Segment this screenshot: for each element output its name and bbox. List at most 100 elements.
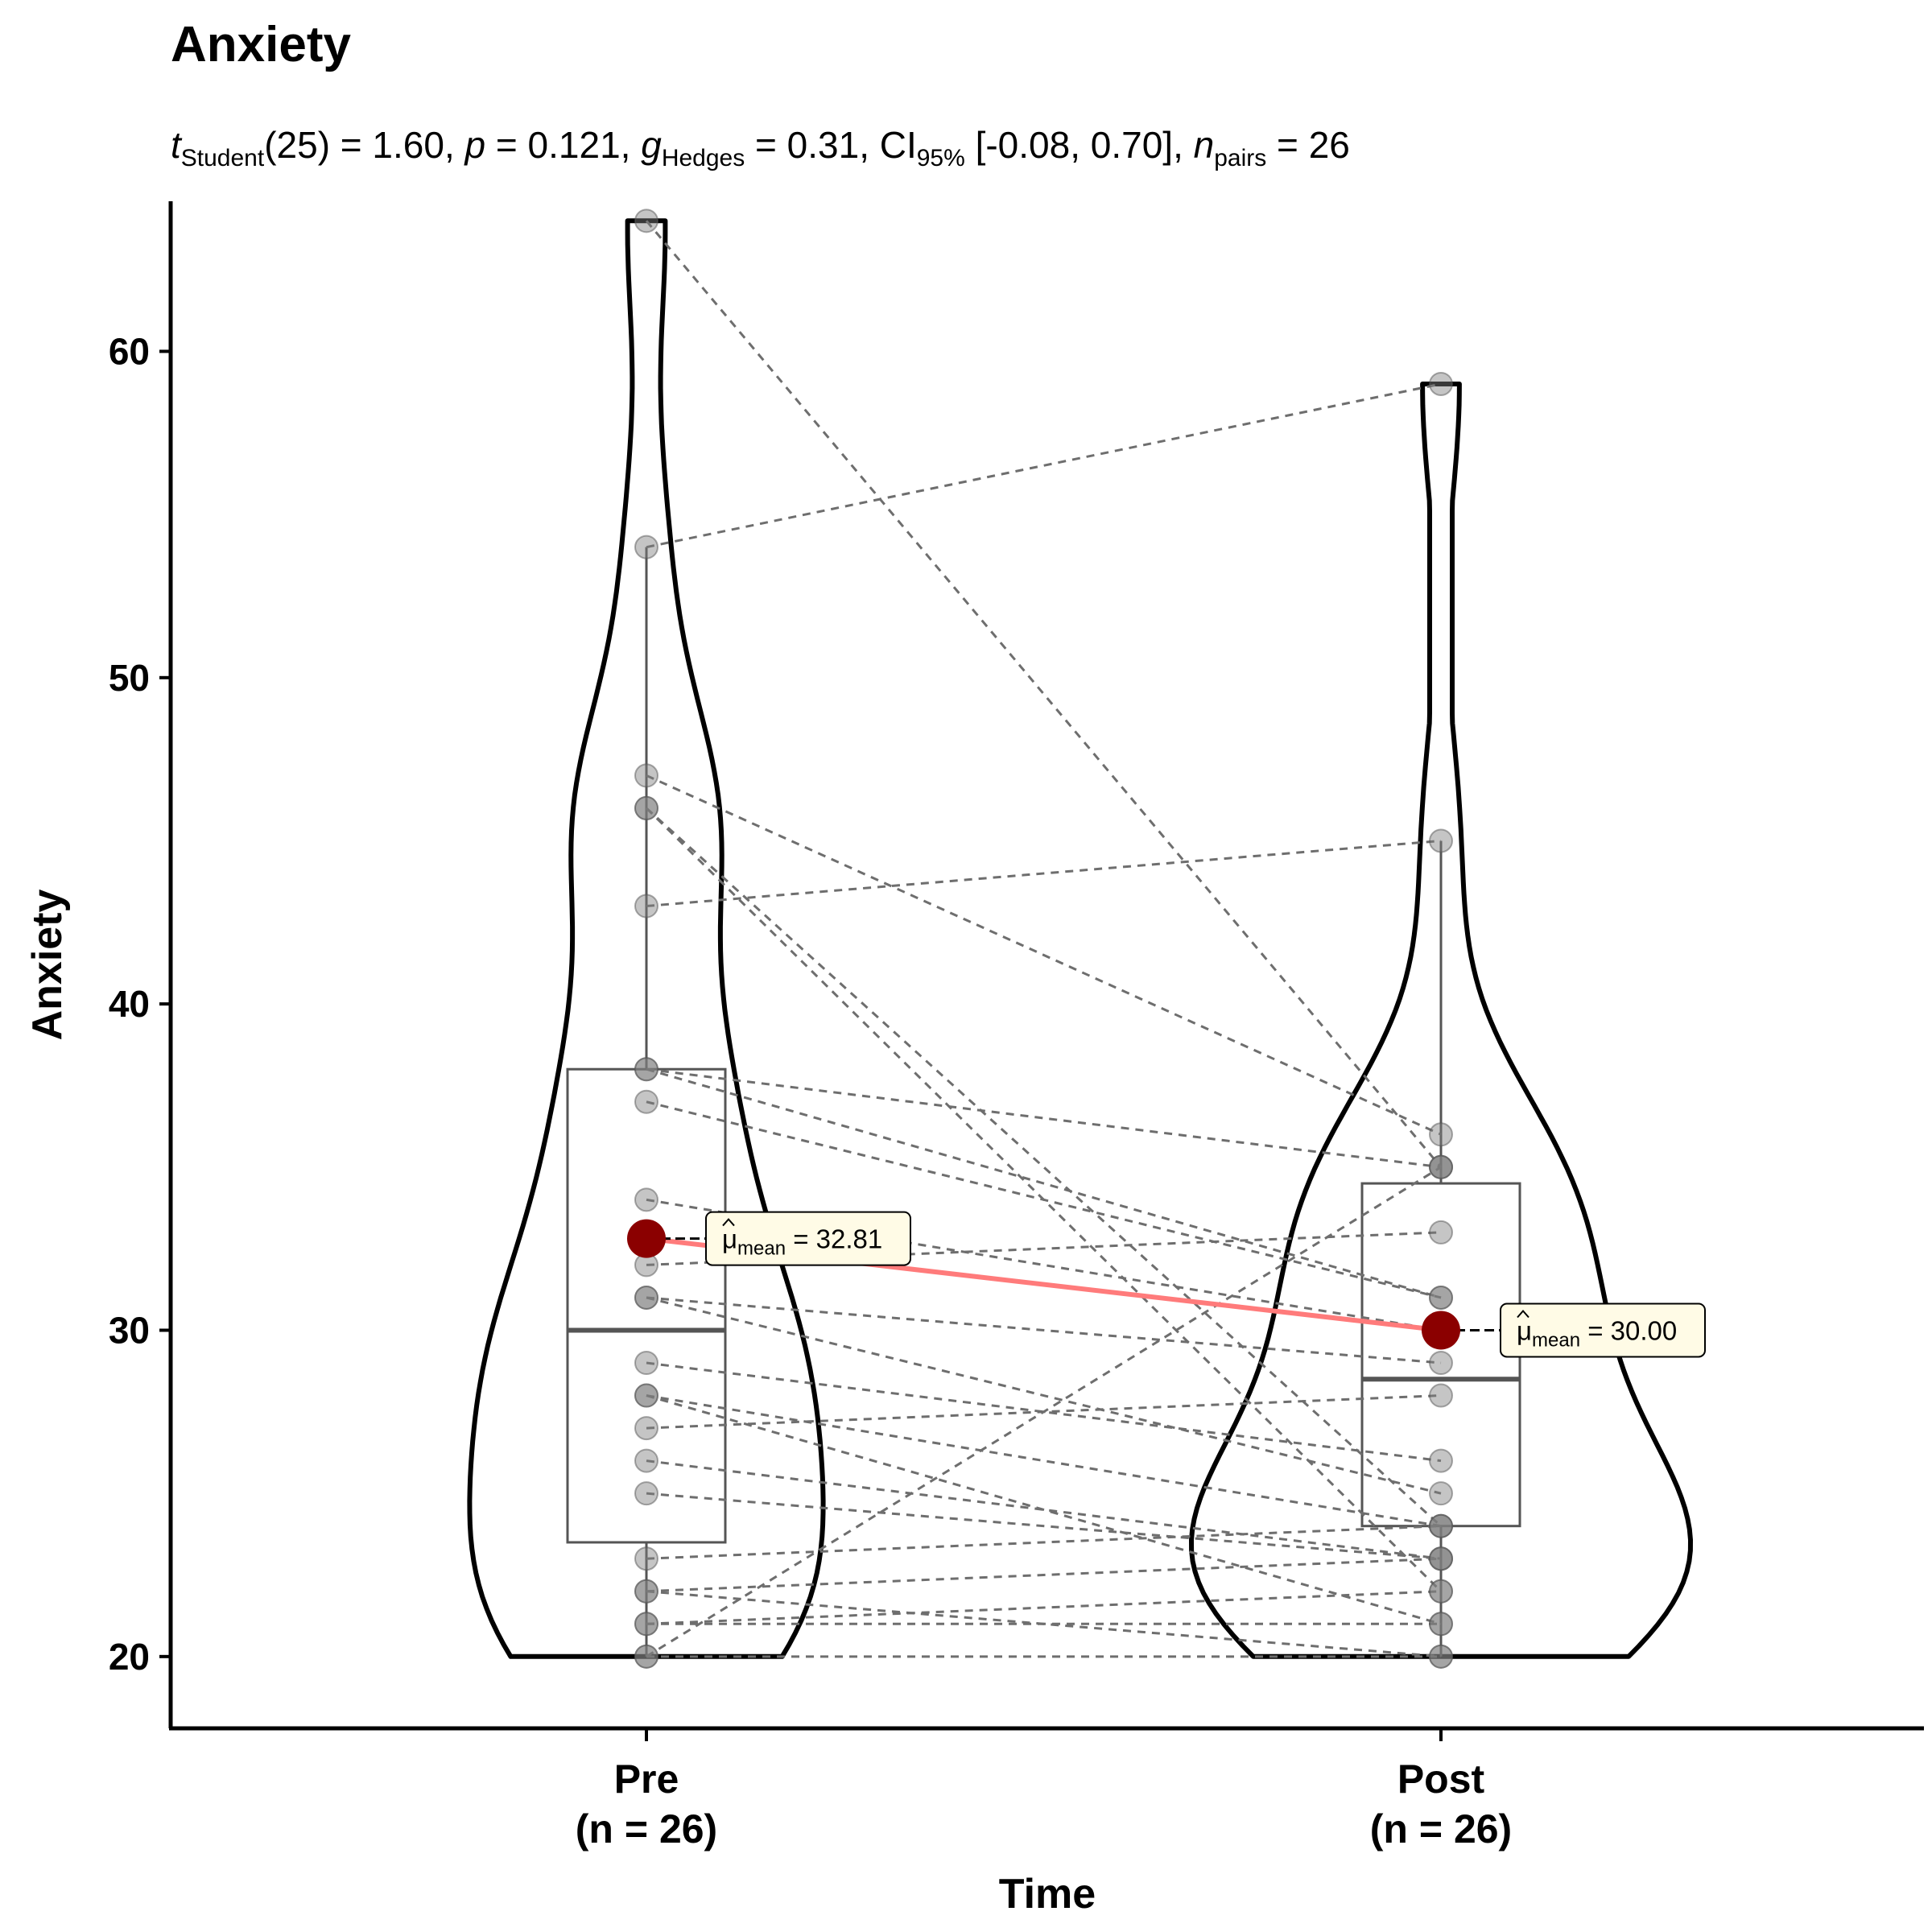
mean-label-value: = 32.81 [786,1224,882,1254]
mean-label-pre: μmean = 32.81 [722,1224,882,1260]
mean-label-sub: mean [1532,1329,1580,1351]
data-point-post [1429,1383,1453,1408]
data-point-pre [634,1057,658,1082]
data-point-pre [634,1285,658,1310]
data-point-pre [634,1383,658,1408]
violins [467,218,1693,1659]
subtitle-t-sub: Student [181,145,265,171]
chart-title: Anxiety [171,17,351,72]
mean-point-post [1422,1311,1460,1350]
data-point-pre [634,1187,658,1212]
data-point-post [1429,828,1453,853]
subtitle-ci-text: [-0.08, 0.70], [965,124,1194,166]
data-point-post [1429,1644,1453,1669]
mean-label-box-pre [705,1211,911,1266]
pair-line [646,1067,1442,1169]
data-point-post [1429,1612,1453,1637]
subtitle-df-text: (25) = 1.60, [264,124,464,166]
data-point-post [1429,1285,1453,1310]
pair-line [646,774,1442,1136]
pair-line [646,1492,1442,1560]
data-point-post [1429,1481,1453,1506]
pair-line [646,1459,1442,1560]
x-tick-sublabel-post: (n = 26) [1370,1806,1512,1852]
data-point-pre [634,795,658,820]
pair-line [646,839,1442,908]
pair-line [646,1394,1442,1528]
data-point-post [1429,1546,1453,1571]
data-point-post [1429,1122,1453,1147]
pair-line [646,1590,1442,1625]
chart-subtitle: tStudent(25) = 1.60, p = 0.121, gHedges … [171,124,1350,171]
subtitle-ci-sub: 95% [917,145,965,171]
data-point-pre [634,1644,658,1669]
data-point-pre [634,1546,658,1571]
data-point-post [1429,1513,1453,1538]
data-point-post [1429,1220,1453,1245]
subtitle-g-text: = 0.31, CI [745,124,917,166]
mean-label-symbol: μ [1517,1315,1532,1345]
pair-line [646,1166,1442,1658]
subtitle-n-sub: pairs [1214,145,1266,171]
pair-line [646,1394,1442,1625]
violin-pre [467,218,826,1659]
subtitle-n-text: = 26 [1266,124,1350,166]
pair-line [646,1525,1442,1560]
data-point-post [1429,371,1453,396]
subtitle-n-symbol: n [1194,124,1215,166]
y-tick-label: 40 [109,983,150,1025]
pair-line [645,220,1443,1168]
data-point-pre [634,763,658,788]
data-point-pre [634,1448,658,1473]
hat-icon [722,1218,735,1227]
mean-label-box-post [1500,1302,1706,1358]
mean-label-symbol: μ [722,1224,737,1254]
y-tick-label: 20 [109,1636,150,1678]
data-point-pre [634,1481,658,1506]
y-axis-title: Anxiety [24,890,71,1041]
data-point-pre [634,535,658,559]
pair-line [646,1361,1442,1463]
x-axis-title: Time [999,1871,1096,1918]
boxplots [566,547,1521,1657]
mean-label-post: μmean = 30.00 [1517,1315,1677,1351]
y-tick-label: 50 [109,657,150,699]
mean-label-sub: mean [737,1238,786,1260]
mean-label-value: = 30.00 [1580,1315,1677,1345]
data-point-pre [634,1351,658,1376]
x-tick-sublabel-pre: (n = 26) [576,1806,717,1852]
x-tick-label-pre: Pre [614,1757,679,1802]
data-point-post [1429,1154,1453,1179]
data-point-post [1429,1579,1453,1604]
y-tick-label: 60 [109,330,150,372]
mean-point-pre [627,1219,666,1258]
pair-line [645,807,1443,1527]
data-point-pre [634,208,658,233]
data-point-pre [634,1612,658,1637]
hat-icon [1517,1309,1530,1319]
data-point-post [1429,1351,1453,1376]
subtitle-g-symbol: g [641,124,662,166]
pair-line [646,1557,1442,1593]
data-points [634,208,1453,1669]
pair-line [646,382,1442,549]
pair-line [646,1067,1442,1299]
data-point-pre [634,894,658,919]
subtitle-p-symbol: p [464,124,486,166]
pair-line [646,1296,1442,1364]
subtitle-t-symbol: t [171,124,183,166]
pair-line [646,1296,1442,1495]
y-tick-label: 30 [109,1309,150,1351]
data-point-post [1429,1448,1453,1473]
data-point-pre [634,1579,658,1604]
subtitle-g-sub: Hedges [662,145,745,171]
data-point-pre [634,1089,658,1114]
pair-line [646,1100,1442,1299]
x-tick-label-post: Post [1397,1757,1485,1802]
paired-lines [645,220,1443,1658]
subtitle-p-text: = 0.121, [485,124,641,166]
data-point-pre [634,1416,658,1441]
